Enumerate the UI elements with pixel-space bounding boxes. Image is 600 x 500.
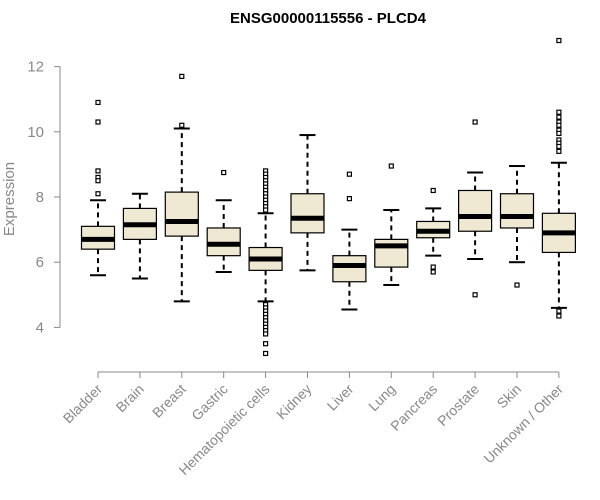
x-tick-label: Unknown / Other xyxy=(480,381,566,467)
outlier-point xyxy=(179,122,185,128)
y-tick-label: 4 xyxy=(36,319,44,336)
outlier-point xyxy=(95,178,101,184)
outlier-point xyxy=(95,99,101,106)
outlier-point xyxy=(95,168,101,174)
box-iqr xyxy=(290,193,325,234)
x-tick-label: Bladder xyxy=(60,381,106,427)
box-group xyxy=(164,73,199,303)
box-group xyxy=(248,168,283,357)
outlier-point xyxy=(221,169,227,176)
outlier-point xyxy=(95,119,101,125)
outlier-point xyxy=(556,313,562,319)
x-tick-label: Kidney xyxy=(273,381,315,423)
box-group xyxy=(416,187,451,275)
x-tick-label: Brain xyxy=(113,381,147,415)
box-iqr xyxy=(458,189,493,232)
outlier-point xyxy=(472,292,478,298)
box-group xyxy=(541,37,577,319)
outlier-point xyxy=(556,148,562,154)
outlier-point xyxy=(346,171,352,177)
box-group xyxy=(332,171,367,311)
outlier-point xyxy=(472,119,478,125)
box-group xyxy=(374,163,409,287)
box-iqr xyxy=(164,191,199,237)
box-group xyxy=(80,99,116,277)
box-iqr xyxy=(332,255,367,283)
outlier-point xyxy=(556,130,562,137)
chart-title: ENSG00000115556 - PLCD4 xyxy=(230,10,427,27)
x-tick-label: Breast xyxy=(149,381,189,421)
outlier-point xyxy=(514,282,520,288)
outlier-point xyxy=(179,73,185,79)
outlier-point xyxy=(430,264,436,270)
box-group xyxy=(290,134,325,272)
outlier-point xyxy=(556,114,562,120)
y-axis-label: Expression xyxy=(1,162,18,236)
x-tick-label: Liver xyxy=(324,381,357,414)
outlier-point xyxy=(556,122,562,128)
outlier-point xyxy=(556,109,562,115)
y-tick-label: 12 xyxy=(27,59,44,76)
outlier-point xyxy=(556,37,562,44)
box-group xyxy=(206,169,241,273)
box-group xyxy=(458,119,493,298)
x-tick-label: Lung xyxy=(365,381,398,414)
outlier-point xyxy=(263,341,269,347)
outlier-point xyxy=(556,308,562,314)
outlier-point xyxy=(430,187,436,194)
x-tick-label: Prostate xyxy=(434,381,482,429)
outlier-point xyxy=(346,196,352,202)
outlier-point xyxy=(388,163,394,169)
x-tick-label: Skin xyxy=(494,381,525,412)
outlier-point xyxy=(95,191,101,197)
outlier-point xyxy=(556,143,562,150)
y-tick-label: 6 xyxy=(36,254,44,271)
outlier-point xyxy=(430,269,436,275)
y-axis: 4 6 8 10 12 xyxy=(27,59,61,336)
box-group xyxy=(499,165,535,288)
box-group xyxy=(122,192,158,280)
outlier-point xyxy=(263,350,269,357)
y-tick-label: 10 xyxy=(27,124,44,141)
plot-area xyxy=(80,37,577,357)
y-tick-label: 8 xyxy=(36,189,44,206)
outlier-point xyxy=(263,331,269,337)
outlier-point xyxy=(263,207,269,213)
x-tick-label: Pancreas xyxy=(387,381,440,434)
box-iqr xyxy=(499,193,535,229)
